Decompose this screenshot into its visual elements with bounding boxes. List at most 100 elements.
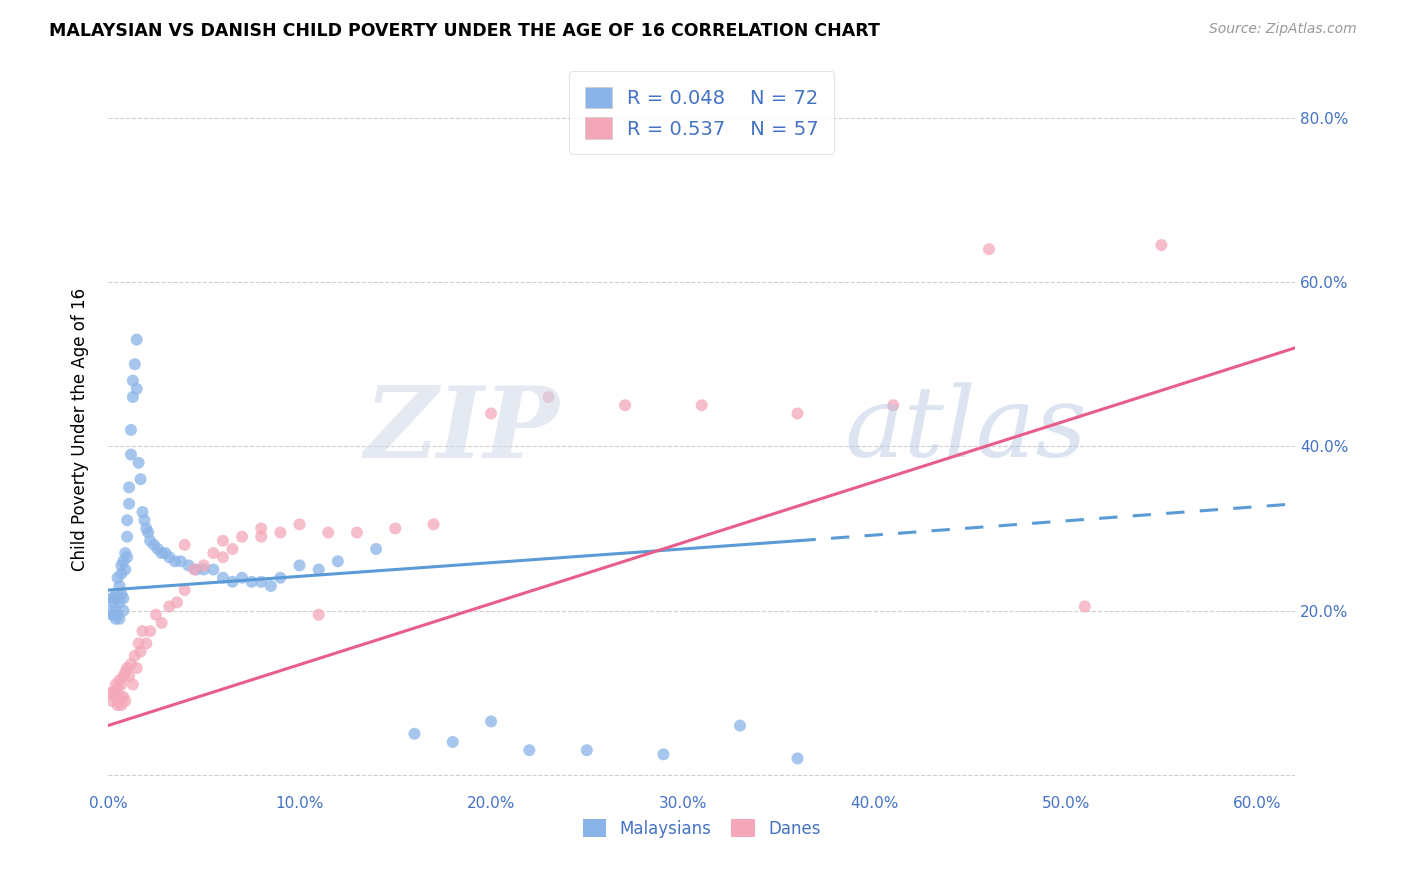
Point <box>112 690 135 704</box>
Point <box>103 591 125 606</box>
Point <box>124 357 146 371</box>
Point <box>139 624 162 639</box>
Point <box>114 694 136 708</box>
Point <box>114 562 136 576</box>
Point <box>157 599 180 614</box>
Point <box>260 579 283 593</box>
Point <box>614 398 637 412</box>
Point <box>139 533 162 548</box>
Point <box>221 541 243 556</box>
Point <box>173 582 195 597</box>
Point <box>145 607 167 622</box>
Point <box>128 456 150 470</box>
Point <box>384 521 406 535</box>
Point <box>157 550 180 565</box>
Point <box>441 735 464 749</box>
Point <box>122 374 145 388</box>
Point <box>288 517 311 532</box>
Point <box>103 607 125 622</box>
Point <box>882 398 904 412</box>
Point <box>104 612 127 626</box>
Point <box>110 566 132 581</box>
Point <box>101 607 124 622</box>
Point <box>193 562 215 576</box>
Point <box>125 382 148 396</box>
Point <box>108 579 131 593</box>
Point <box>231 530 253 544</box>
Point <box>104 690 127 704</box>
Point <box>112 604 135 618</box>
Point <box>184 562 207 576</box>
Point <box>122 677 145 691</box>
Point <box>166 595 188 609</box>
Point <box>479 407 502 421</box>
Point <box>107 591 129 606</box>
Point <box>118 669 141 683</box>
Point <box>134 513 156 527</box>
Point <box>163 554 186 568</box>
Point <box>135 521 157 535</box>
Point <box>288 558 311 573</box>
Point <box>104 604 127 618</box>
Point <box>118 480 141 494</box>
Point <box>652 747 675 762</box>
Point <box>202 562 225 576</box>
Point <box>786 751 808 765</box>
Point <box>366 541 388 556</box>
Point <box>135 636 157 650</box>
Point <box>120 448 142 462</box>
Point <box>118 497 141 511</box>
Point <box>107 698 129 712</box>
Legend: Malaysians, Danes: Malaysians, Danes <box>576 813 827 845</box>
Point <box>131 624 153 639</box>
Point <box>112 669 135 683</box>
Point <box>173 538 195 552</box>
Point <box>136 525 159 540</box>
Point <box>107 607 129 622</box>
Point <box>125 333 148 347</box>
Point <box>110 587 132 601</box>
Point <box>183 562 205 576</box>
Text: MALAYSIAN VS DANISH CHILD POVERTY UNDER THE AGE OF 16 CORRELATION CHART: MALAYSIAN VS DANISH CHILD POVERTY UNDER … <box>49 22 880 40</box>
Point <box>110 677 132 691</box>
Point <box>346 525 368 540</box>
Point <box>221 574 243 589</box>
Point <box>101 694 124 708</box>
Point <box>786 407 808 421</box>
Point <box>170 554 193 568</box>
Point <box>422 517 444 532</box>
Point <box>104 587 127 601</box>
Point <box>177 558 200 573</box>
Point <box>103 595 125 609</box>
Point <box>690 398 713 412</box>
Point <box>1074 599 1097 614</box>
Point <box>517 743 540 757</box>
Point <box>326 554 349 568</box>
Point <box>240 574 263 589</box>
Point <box>114 665 136 680</box>
Point <box>575 743 598 757</box>
Point <box>110 558 132 573</box>
Point <box>131 505 153 519</box>
Point <box>977 242 1000 256</box>
Point <box>98 686 121 700</box>
Point <box>269 571 291 585</box>
Point <box>212 571 235 585</box>
Point <box>404 727 426 741</box>
Point <box>107 571 129 585</box>
Point <box>1150 238 1173 252</box>
Text: atlas: atlas <box>844 383 1087 477</box>
Point <box>212 550 235 565</box>
Point <box>128 636 150 650</box>
Point <box>316 525 339 540</box>
Point <box>150 546 173 560</box>
Point <box>193 558 215 573</box>
Point <box>479 714 502 729</box>
Point <box>108 612 131 626</box>
Text: ZIP: ZIP <box>364 382 560 478</box>
Point <box>146 541 169 556</box>
Point <box>108 595 131 609</box>
Point <box>728 718 751 732</box>
Point <box>110 698 132 712</box>
Point <box>120 423 142 437</box>
